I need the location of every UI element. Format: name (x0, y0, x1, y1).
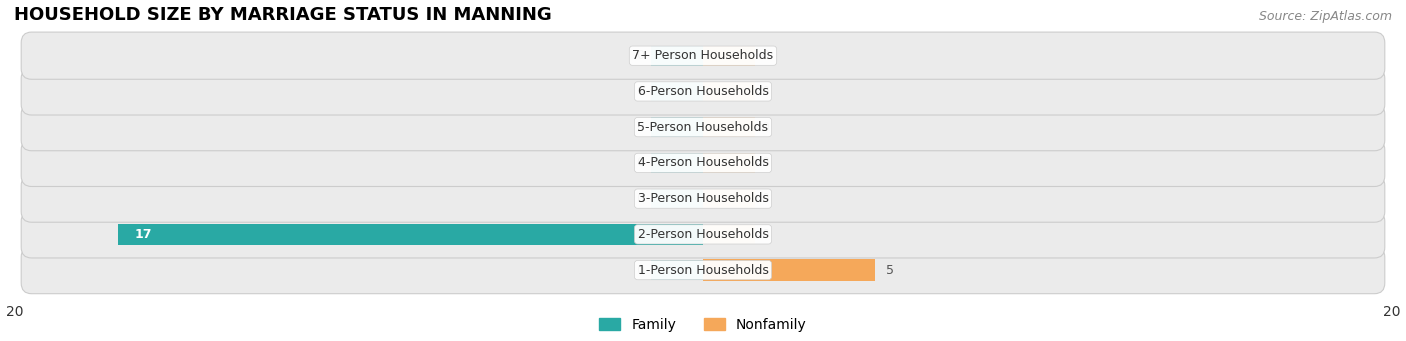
Text: 0: 0 (762, 157, 769, 169)
FancyBboxPatch shape (21, 139, 1385, 187)
Text: 6-Person Households: 6-Person Households (637, 85, 769, 98)
Text: 0: 0 (637, 49, 644, 62)
Text: 0: 0 (762, 228, 769, 241)
Text: 0: 0 (637, 192, 644, 205)
Bar (651, 153, 703, 173)
Text: 3-Person Households: 3-Person Households (637, 192, 769, 205)
Text: 0: 0 (637, 157, 644, 169)
FancyBboxPatch shape (21, 211, 1385, 258)
Bar (703, 260, 875, 281)
FancyBboxPatch shape (21, 175, 1385, 222)
Text: 2-Person Households: 2-Person Households (637, 228, 769, 241)
Text: 17: 17 (135, 228, 152, 241)
Text: 0: 0 (762, 121, 769, 134)
Text: 1-Person Households: 1-Person Households (637, 264, 769, 277)
Text: 7+ Person Households: 7+ Person Households (633, 49, 773, 62)
Bar (703, 189, 755, 208)
Bar (703, 117, 755, 137)
Text: 4-Person Households: 4-Person Households (637, 157, 769, 169)
Bar (651, 46, 703, 65)
Legend: Family, Nonfamily: Family, Nonfamily (595, 313, 811, 336)
FancyBboxPatch shape (21, 104, 1385, 151)
Text: 0: 0 (637, 121, 644, 134)
FancyBboxPatch shape (21, 68, 1385, 115)
Bar (703, 46, 755, 65)
FancyBboxPatch shape (21, 247, 1385, 294)
Bar (703, 81, 755, 101)
Bar (703, 153, 755, 173)
Text: Source: ZipAtlas.com: Source: ZipAtlas.com (1258, 10, 1392, 23)
Text: 0: 0 (637, 85, 644, 98)
Bar (118, 224, 703, 245)
Bar (651, 117, 703, 137)
Text: 5: 5 (886, 264, 893, 277)
Bar (651, 260, 703, 280)
Text: 5-Person Households: 5-Person Households (637, 121, 769, 134)
Bar (651, 81, 703, 101)
Text: 0: 0 (762, 49, 769, 62)
Text: HOUSEHOLD SIZE BY MARRIAGE STATUS IN MANNING: HOUSEHOLD SIZE BY MARRIAGE STATUS IN MAN… (14, 5, 553, 24)
Bar (703, 224, 755, 244)
Text: 0: 0 (637, 264, 644, 277)
FancyBboxPatch shape (21, 32, 1385, 79)
Text: 0: 0 (762, 85, 769, 98)
Text: 0: 0 (762, 192, 769, 205)
Bar (651, 189, 703, 208)
